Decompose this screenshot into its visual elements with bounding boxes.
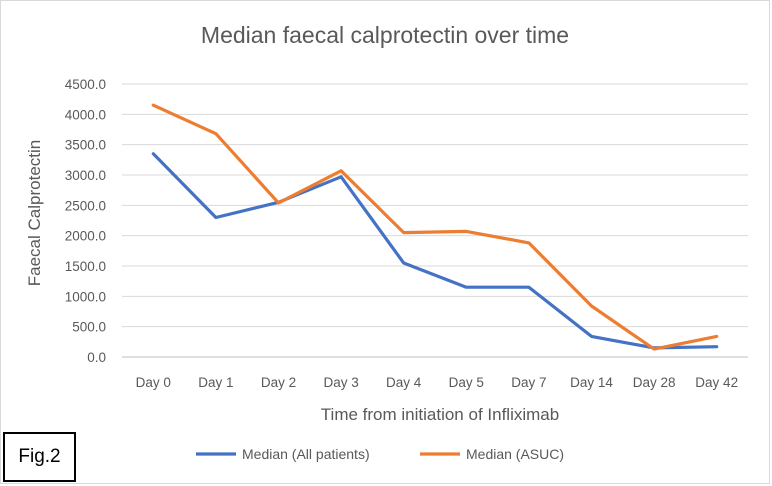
legend-label: Median (All patients) bbox=[242, 446, 370, 462]
y-tick-label: 2500.0 bbox=[65, 198, 106, 213]
x-tick-label: Day 42 bbox=[695, 375, 738, 390]
legend-label: Median (ASUC) bbox=[466, 446, 564, 462]
x-tick-label: Day 28 bbox=[633, 375, 676, 390]
y-tick-label: 3000.0 bbox=[65, 168, 106, 183]
series-line-all-patients bbox=[151, 152, 719, 350]
x-tick-label: Day 4 bbox=[386, 375, 422, 390]
x-axis-label: Time from initiation of Infliximab bbox=[321, 405, 559, 424]
x-tick-label: Day 5 bbox=[449, 375, 484, 390]
x-tick-label: Day 0 bbox=[136, 375, 171, 390]
y-axis-label: Faecal Calprotectin bbox=[25, 140, 44, 286]
y-axis-ticks: 0.0 500.0 1000.0 1500.0 2000.0 2500.0 3000.0 35… bbox=[65, 77, 106, 365]
series-lines bbox=[151, 103, 719, 351]
chart-title: Median faecal calprotectin over time bbox=[201, 22, 569, 48]
figure-label: Fig.2 bbox=[3, 432, 76, 482]
x-tick-label: Day 3 bbox=[323, 375, 358, 390]
series-line-asuc bbox=[151, 103, 719, 351]
legend: Median (All patients) Median (ASUC) bbox=[196, 446, 564, 462]
y-tick-label: 4500.0 bbox=[65, 77, 106, 92]
x-axis-ticks: Day 0 Day 1 Day 2 Day 3 Day 4 Day 5 Day 7 Day 1… bbox=[136, 375, 738, 390]
y-tick-label: 3500.0 bbox=[65, 138, 106, 153]
gridlines bbox=[122, 83, 748, 358]
x-tick-label: Day 1 bbox=[198, 375, 233, 390]
y-tick-label: 500.0 bbox=[72, 320, 106, 335]
x-tick-label: Day 7 bbox=[511, 375, 546, 390]
x-tick-label: Day 2 bbox=[261, 375, 296, 390]
y-tick-label: 1000.0 bbox=[65, 289, 106, 304]
y-tick-label: 0.0 bbox=[87, 350, 106, 365]
y-tick-label: 2000.0 bbox=[65, 229, 106, 244]
y-tick-label: 1500.0 bbox=[65, 259, 106, 274]
y-tick-label: 4000.0 bbox=[65, 107, 106, 122]
x-tick-label: Day 14 bbox=[570, 375, 613, 390]
